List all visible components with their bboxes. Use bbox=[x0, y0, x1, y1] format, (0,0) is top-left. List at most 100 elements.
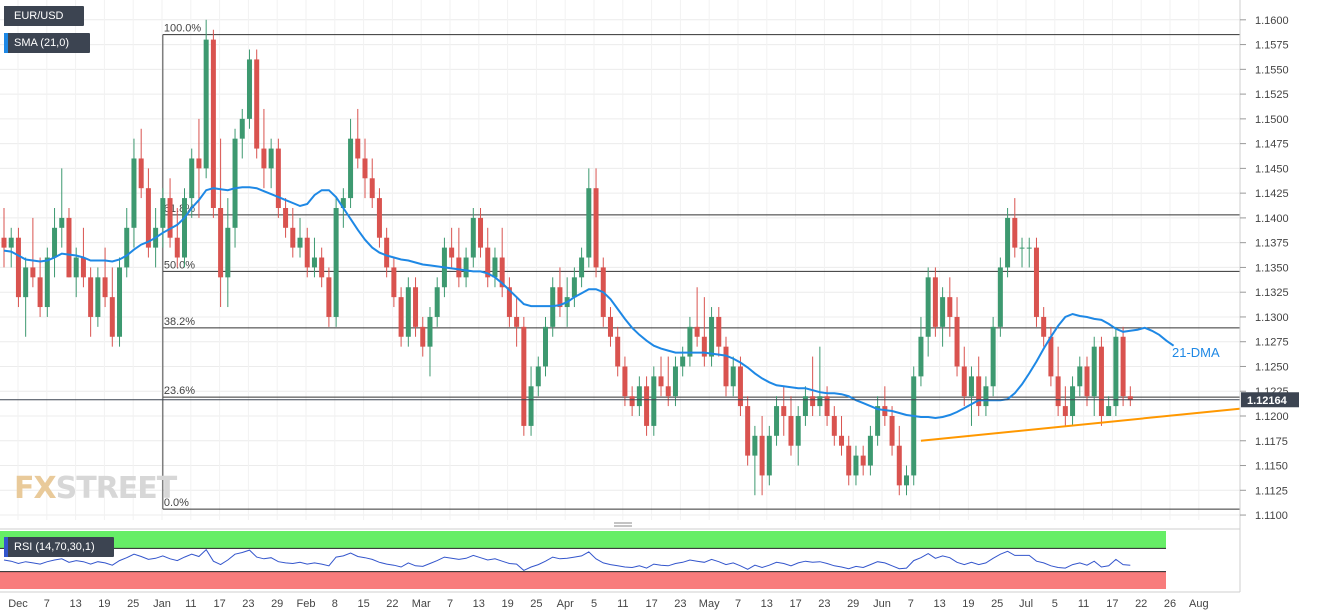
candle-body bbox=[1041, 316, 1047, 337]
candle-body bbox=[1062, 406, 1068, 416]
time-tick-label: 15 bbox=[357, 598, 369, 610]
candle-body bbox=[687, 326, 693, 357]
candle-body bbox=[1098, 346, 1104, 416]
sma-label: SMA (21,0) bbox=[14, 37, 70, 49]
candle-body bbox=[774, 406, 780, 436]
time-tick-label: 7 bbox=[447, 598, 453, 610]
candle-body bbox=[867, 435, 873, 466]
candle-body bbox=[131, 158, 137, 228]
candle-body bbox=[218, 208, 224, 278]
price-tick-label: 1.1475 bbox=[1255, 139, 1289, 151]
candle-body bbox=[1070, 386, 1076, 416]
candle-body bbox=[579, 257, 585, 278]
rsi-label: RSI (14,70,30,1) bbox=[14, 541, 95, 553]
axis-background bbox=[1240, 0, 1331, 615]
candle-body bbox=[1106, 406, 1112, 416]
time-tick-label: 19 bbox=[98, 598, 110, 610]
candle-body bbox=[521, 326, 527, 426]
price-tick-label: 1.1400 bbox=[1255, 213, 1289, 225]
candle-body bbox=[261, 148, 267, 169]
candle-body bbox=[355, 138, 361, 159]
fib-label: 38.2% bbox=[164, 316, 195, 328]
candle-body bbox=[1005, 217, 1011, 268]
time-tick-label: 19 bbox=[962, 598, 974, 610]
fib-label: 23.6% bbox=[164, 385, 195, 397]
time-tick-label: 8 bbox=[332, 598, 338, 610]
candle-body bbox=[889, 416, 895, 446]
price-tick-label: 1.1175 bbox=[1255, 436, 1288, 448]
time-tick-label: Jun bbox=[873, 598, 891, 610]
candle-body bbox=[810, 396, 816, 407]
candle-body bbox=[182, 198, 187, 258]
candle-body bbox=[1055, 376, 1061, 407]
time-tick-label: 26 bbox=[1164, 598, 1176, 610]
candle-body bbox=[304, 237, 310, 268]
time-tick-label: Mar bbox=[412, 598, 431, 610]
rsi-line bbox=[3, 548, 1131, 571]
candle-body bbox=[109, 297, 115, 337]
candle-body bbox=[384, 237, 390, 268]
time-tick-label: Dec bbox=[8, 598, 28, 610]
pane-splitter[interactable] bbox=[614, 522, 632, 527]
time-tick-label: 17 bbox=[645, 598, 657, 610]
candle-body bbox=[557, 287, 563, 308]
candle-body bbox=[340, 198, 346, 208]
time-tick-label: 13 bbox=[473, 598, 485, 610]
price-tick-label: 1.1100 bbox=[1255, 510, 1288, 522]
price-tick-label: 1.1325 bbox=[1255, 287, 1289, 299]
price-tick-label: 1.1150 bbox=[1255, 461, 1288, 473]
candle-body bbox=[449, 247, 455, 258]
candle-body bbox=[1, 237, 7, 248]
candle-body bbox=[665, 386, 671, 397]
candle-body bbox=[348, 138, 354, 199]
candle-body bbox=[802, 396, 808, 416]
candle-body bbox=[391, 267, 397, 298]
fib-label: 100.0% bbox=[164, 23, 202, 35]
price-tick-label: 1.1300 bbox=[1255, 312, 1289, 324]
time-tick-label: 22 bbox=[386, 598, 398, 610]
candle-body bbox=[896, 445, 902, 486]
time-tick-label: Feb bbox=[297, 598, 316, 610]
candle-body bbox=[1048, 336, 1054, 377]
candle-body bbox=[398, 297, 404, 337]
candle-body bbox=[174, 237, 180, 258]
candle-body bbox=[636, 386, 642, 407]
time-tick-label: Apr bbox=[557, 598, 574, 610]
time-tick-label: 11 bbox=[185, 598, 196, 610]
candle-body bbox=[30, 267, 36, 278]
candle-body bbox=[189, 158, 195, 199]
candle-body bbox=[80, 257, 86, 278]
candle-body bbox=[911, 376, 917, 476]
candle-body bbox=[932, 277, 938, 327]
candle-body bbox=[839, 435, 845, 446]
price-tick-label: 1.1450 bbox=[1255, 163, 1289, 175]
candle-body bbox=[8, 237, 14, 248]
price-tick-label: 1.1200 bbox=[1255, 411, 1289, 423]
time-tick-label: Jul bbox=[1019, 598, 1033, 610]
candle-body bbox=[723, 346, 729, 387]
candle-body bbox=[846, 445, 852, 476]
candle-body bbox=[672, 366, 678, 397]
fib-label: 50.0% bbox=[164, 259, 195, 271]
candle-body bbox=[781, 406, 787, 416]
candle-body bbox=[44, 257, 50, 308]
candle-body bbox=[95, 277, 101, 317]
candle-body bbox=[925, 277, 931, 337]
candle-body bbox=[66, 217, 72, 278]
candle-body bbox=[420, 326, 426, 347]
price-tick-label: 1.1125 bbox=[1255, 485, 1288, 497]
time-tick-label: Aug bbox=[1189, 598, 1209, 610]
candle-body bbox=[463, 257, 469, 278]
candle-body bbox=[124, 227, 130, 268]
candle-body bbox=[658, 376, 664, 387]
candle-body bbox=[730, 366, 736, 387]
last-price-tag: 1.12164 bbox=[1241, 392, 1299, 408]
candle-body bbox=[138, 158, 144, 189]
candle-body bbox=[1077, 366, 1083, 387]
candle-body bbox=[1012, 217, 1018, 248]
candle-body bbox=[759, 435, 765, 476]
candle-body bbox=[622, 366, 628, 397]
symbol-label: EUR/USD bbox=[14, 10, 64, 22]
time-tick-label: 23 bbox=[242, 598, 254, 610]
